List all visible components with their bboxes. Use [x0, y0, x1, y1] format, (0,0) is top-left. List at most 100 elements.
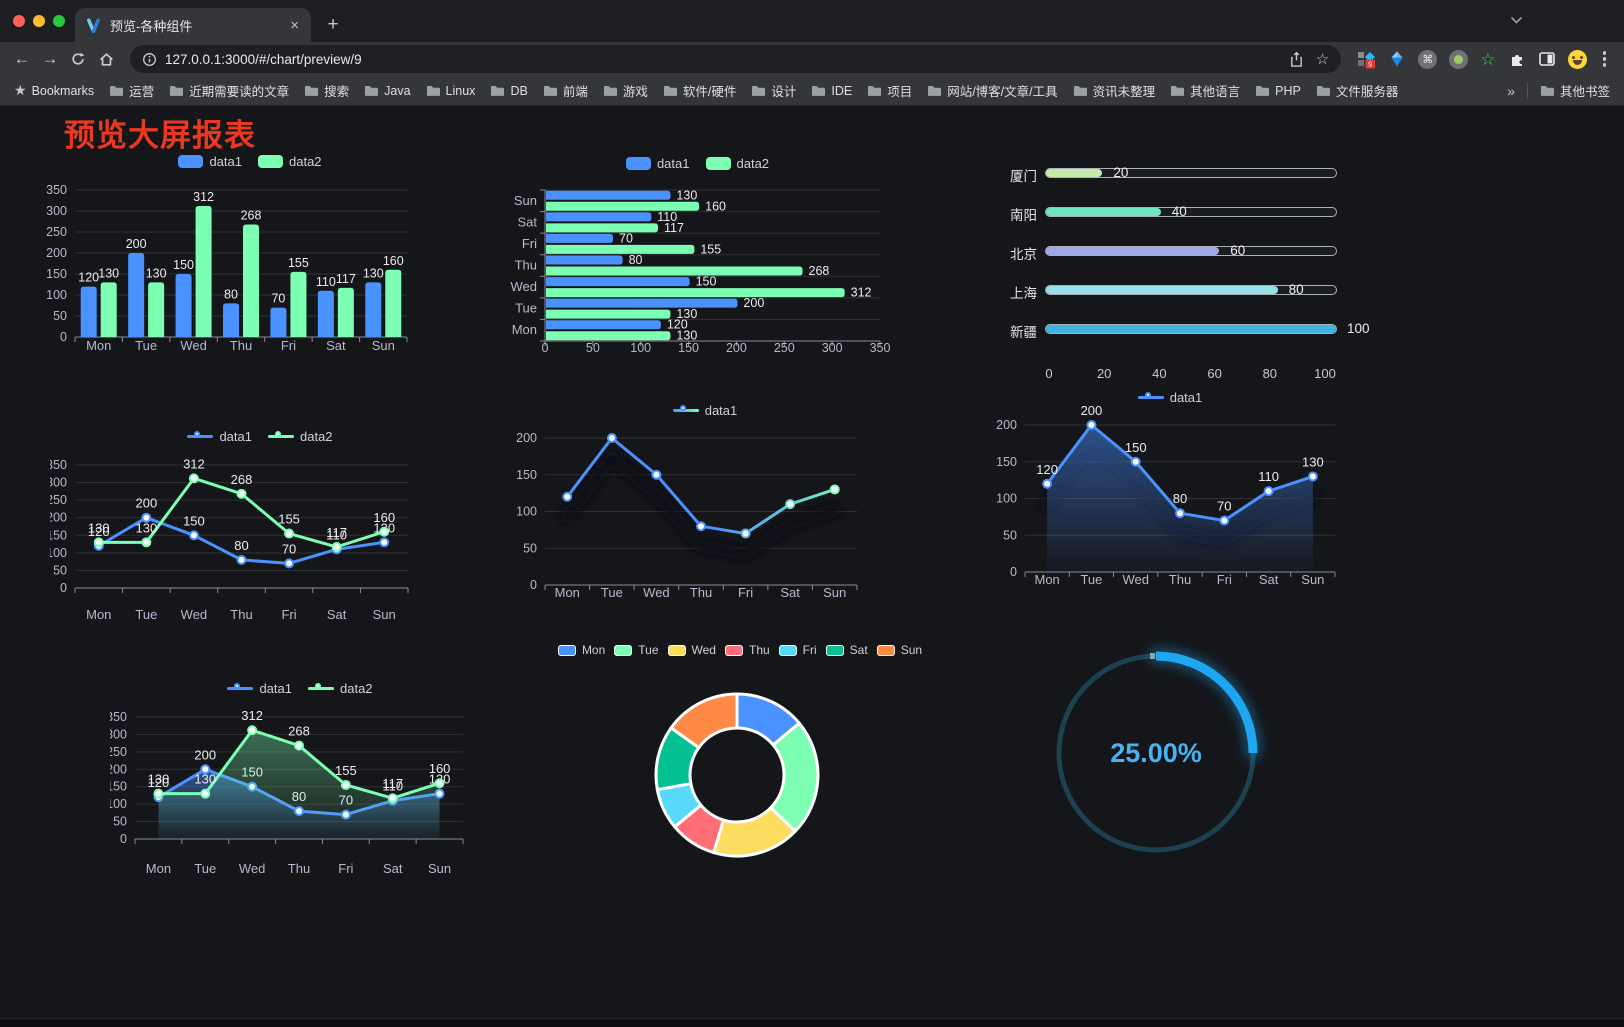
- bookmark-folder-13[interactable]: 网站/博客/文章/工具: [927, 81, 1058, 100]
- window-close-button[interactable]: [13, 15, 25, 27]
- svg-text:150: 150: [46, 267, 67, 281]
- extension-gem-icon[interactable]: [1388, 50, 1406, 68]
- legend-item-data2[interactable]: data2: [705, 156, 769, 171]
- bookmark-folder-5[interactable]: Linux: [426, 84, 475, 98]
- legend-item-data2[interactable]: data2: [258, 154, 322, 169]
- legend-item-data1[interactable]: data1: [1137, 390, 1202, 405]
- site-info-icon[interactable]: [142, 52, 157, 67]
- bookmark-folder-3[interactable]: 搜索: [304, 81, 349, 100]
- svg-text:Sun: Sun: [823, 585, 846, 600]
- svg-text:Thu: Thu: [690, 585, 712, 600]
- legend-item-Tue[interactable]: Tue: [614, 643, 659, 657]
- bookmark-folder-9[interactable]: 软件/硬件: [663, 81, 736, 100]
- legend-item-data1[interactable]: data1: [227, 681, 292, 696]
- extension-monkey-icon[interactable]: 9: [1357, 50, 1376, 69]
- svg-text:Thu: Thu: [288, 861, 310, 876]
- new-tab-button[interactable]: +: [327, 14, 339, 35]
- legend-item-Wed[interactable]: Wed: [667, 643, 716, 657]
- legend-item-Thu[interactable]: Thu: [724, 643, 770, 657]
- svg-text:117: 117: [664, 221, 684, 235]
- bookmarks-manager[interactable]: ★ Bookmarks: [14, 82, 95, 98]
- progress-track: [1045, 207, 1337, 217]
- page-title: 预览大屏报表: [64, 118, 256, 153]
- bookmark-folder-2[interactable]: 近期需要读的文章: [169, 81, 289, 100]
- svg-text:312: 312: [183, 456, 205, 471]
- extension-recorder-icon[interactable]: [1449, 49, 1469, 69]
- progress-value: 60: [1230, 243, 1246, 258]
- legend-item-data1[interactable]: data1: [625, 156, 690, 171]
- legend-item-data1[interactable]: data1: [178, 154, 242, 169]
- progress-value: 100: [1347, 321, 1370, 336]
- forward-button[interactable]: →: [36, 45, 64, 73]
- extension-emoji-icon[interactable]: [1567, 49, 1587, 69]
- reload-button[interactable]: [64, 45, 92, 73]
- other-bookmarks-folder[interactable]: 其他书签: [1540, 81, 1610, 100]
- tab-close-icon[interactable]: ×: [290, 16, 299, 34]
- bookmark-folder-15[interactable]: 其他语言: [1170, 81, 1240, 100]
- legend-item-Fri[interactable]: Fri: [778, 643, 817, 657]
- svg-text:130: 130: [88, 520, 110, 535]
- bookmark-star-icon[interactable]: ☆: [1315, 51, 1330, 68]
- area-line-chart: data1 0 50 100 150 200 Mon Tue Wed Thu Fri Sat Sun 12…: [985, 388, 1355, 600]
- extensions-puzzle-icon[interactable]: [1508, 50, 1526, 68]
- menu-icon[interactable]: [1593, 51, 1617, 67]
- extension-star-icon[interactable]: ☆: [1480, 49, 1496, 69]
- axis-tick-label: 40: [1152, 366, 1167, 381]
- bookmarks-separator: [1526, 82, 1528, 99]
- svg-text:100: 100: [46, 288, 67, 302]
- svg-text:350: 350: [46, 183, 67, 197]
- area-line-canvas: 0 50 100 150 200 Mon Tue Wed Thu Fri Sat Sun 120 200 1…: [996, 403, 1336, 587]
- legend-item-Sat[interactable]: Sat: [825, 643, 868, 657]
- bookmarks-overflow-chevron[interactable]: »: [1507, 82, 1515, 99]
- bookmark-folder-16[interactable]: PHP: [1255, 84, 1301, 98]
- svg-text:Sat: Sat: [383, 861, 403, 876]
- tab-overflow-chevron-icon[interactable]: [1510, 16, 1523, 24]
- svg-text:70: 70: [271, 292, 285, 306]
- legend-item-data1[interactable]: data1: [187, 429, 252, 444]
- folder-icon: [491, 86, 505, 96]
- bookmark-folder-7[interactable]: 前端: [543, 81, 588, 100]
- bookmark-folder-6[interactable]: DB: [490, 84, 528, 98]
- progress-value: 20: [1113, 165, 1129, 180]
- bookmark-folder-12[interactable]: 项目: [867, 81, 912, 100]
- svg-text:50: 50: [586, 341, 600, 355]
- gauge-canvas: 25.00%: [1056, 649, 1260, 853]
- bookmark-folder-14[interactable]: 资讯未整理: [1073, 81, 1155, 100]
- home-button[interactable]: [92, 45, 120, 73]
- bookmark-folder-4[interactable]: Java: [364, 84, 411, 98]
- site-favicon-icon: [87, 18, 100, 33]
- svg-text:155: 155: [288, 256, 309, 270]
- share-icon[interactable]: [1289, 51, 1304, 68]
- browser-tab[interactable]: 预览-各种组件 ×: [75, 8, 311, 42]
- bookmark-folder-10[interactable]: 设计: [751, 81, 796, 100]
- svg-text:150: 150: [1125, 440, 1147, 455]
- progress-value: 40: [1171, 204, 1187, 219]
- legend-item-data2[interactable]: data2: [268, 429, 333, 444]
- url-text[interactable]: 127.0.0.1:3000/#/chart/preview/9: [165, 51, 362, 67]
- legend-item-Mon[interactable]: Mon: [557, 643, 605, 657]
- bookmark-folder-1[interactable]: 运营: [109, 81, 154, 100]
- window-minimize-button[interactable]: [33, 15, 45, 27]
- svg-text:80: 80: [629, 253, 643, 267]
- legend-item-data2[interactable]: data2: [308, 681, 373, 696]
- sidebar-toggle-icon[interactable]: [1538, 50, 1556, 68]
- extension-command-icon[interactable]: ⌘: [1418, 49, 1438, 69]
- svg-text:130: 130: [676, 188, 697, 202]
- window-zoom-button[interactable]: [53, 15, 65, 27]
- back-button[interactable]: ←: [8, 45, 36, 73]
- legend-item-data1[interactable]: data1: [672, 403, 737, 418]
- reload-icon: [72, 52, 85, 65]
- progress-fill: [1046, 286, 1278, 294]
- svg-text:120: 120: [148, 775, 170, 790]
- folder-icon: [1540, 86, 1554, 96]
- legend-item-Sun[interactable]: Sun: [876, 643, 922, 657]
- bookmark-folder-11[interactable]: IDE: [811, 84, 852, 98]
- address-bar[interactable]: 127.0.0.1:3000/#/chart/preview/9 ☆: [130, 45, 1342, 73]
- folder-icon: [365, 86, 379, 96]
- svg-text:50: 50: [1003, 528, 1017, 542]
- bookmark-folder-8[interactable]: 游戏: [603, 81, 648, 100]
- svg-text:130: 130: [98, 266, 119, 280]
- svg-text:150: 150: [173, 258, 194, 272]
- bookmark-folder-17[interactable]: 文件服务器: [1316, 81, 1398, 100]
